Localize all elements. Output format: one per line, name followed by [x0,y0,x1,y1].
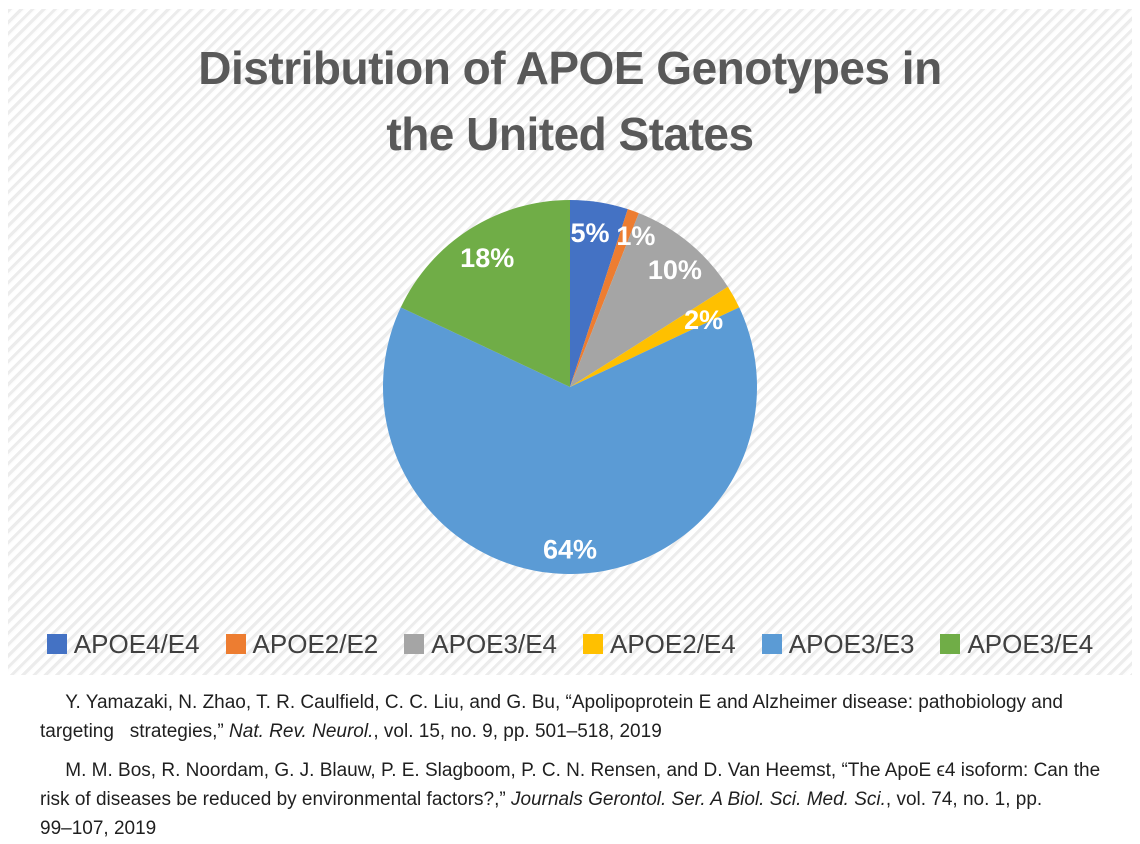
citation-text: M. M. Bos, R. Noordam, G. J. Blauw, P. E… [40,756,1118,843]
chart-title: Distribution of APOE Genotypes in the Un… [198,42,942,160]
legend-item: APOE3/E4 [404,629,557,659]
legend-label: APOE2/E4 [610,629,736,659]
citation-segment: , vol. 74, no. 1, pp. 99–107, 2019 [40,789,1043,839]
pie-slice-apoe4-e4-5% [570,200,628,387]
legend-item: APOE3/E3 [761,629,915,659]
pie-slice-apoe2-e2-1% [570,209,639,387]
pie-svg: 5% 1% 10% 2% 64% 18% [383,200,757,575]
citation-segment: M. M. Bos, R. Noordam, G. J. Blauw, P. E… [40,760,1101,810]
slide-background: Distribution of APOE Genotypes in the Un… [8,9,1132,675]
pie-slice-label: 64% [543,535,597,565]
citation-text: Y. Yamazaki, N. Zhao, T. R. Caulfield, C… [40,688,1118,746]
legend-label: APOE4/E4 [73,629,200,659]
legend-swatch-icon [761,634,782,654]
legend-label: APOE3/E4 [431,629,557,659]
pie-chart: 5% 1% 10% 2% 64% 18% [383,200,757,575]
legend-swatch-icon [583,634,603,654]
pie-slice-apoe2-e4-2% [570,286,740,387]
pie-slice-label: 2% [684,305,723,335]
citations-block: Y. Yamazaki, N. Zhao, T. R. Caulfield, C… [40,688,1118,844]
legend-label: APOE3/E4 [967,629,1094,659]
legend-label: APOE3/E3 [788,629,915,659]
chart-legend: APOE4/E4 APOE2/E2 APOE3/E4 APOE2/E4 APOE3/E3… [8,629,1132,659]
legend-item: APOE2/E2 [225,629,379,659]
pie-slice-label: 1% [616,221,655,251]
pie-slice-label: 18% [460,243,514,273]
citation-segment: , vol. 15, no. 9, pp. 501–518, 2019 [373,721,662,742]
legend-label: APOE2/E2 [252,629,379,659]
citation-journal-name: Journals Gerontol. Ser. A Biol. Sci. Med… [511,789,886,810]
legend-swatch-icon [404,634,425,654]
citation-segment: Y. Yamazaki, N. Zhao, T. R. Caulfield, C… [40,692,1063,742]
pie-slice-label: 5% [570,218,609,248]
citation-journal-name: Nat. Rev. Neurol. [229,721,374,742]
legend-swatch-icon [940,634,961,654]
legend-swatch-icon [225,634,246,654]
pie-slice-apoe3-e4-18% [400,200,570,387]
pie-slice-label: 10% [648,255,702,285]
pie-slice-apoe3-e3-64% [383,307,757,575]
pie-slice-apoe3-e4-10% [570,213,728,387]
legend-item: APOE3/E4 [940,629,1093,659]
legend-item: APOE4/E4 [46,629,200,659]
legend-item: APOE2/E4 [583,629,736,659]
legend-swatch-icon [46,634,67,654]
